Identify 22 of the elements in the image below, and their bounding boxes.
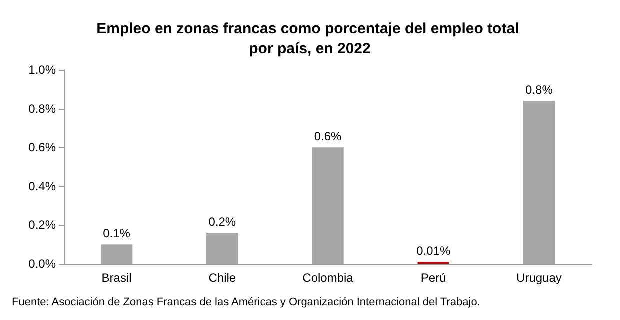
- x-tick-label: Chile: [208, 271, 236, 285]
- bar: [523, 101, 556, 264]
- bar: [206, 232, 238, 264]
- data-label: 0.8%: [526, 83, 554, 98]
- y-tick-label: 1.0%: [28, 63, 56, 77]
- y-tick-label: 0.0%: [28, 257, 56, 271]
- source-note: Fuente: Asociación de Zonas Francas de las Américas y Organización Internacional del Trabajo.: [12, 296, 480, 308]
- chart-title: Empleo en zonas francas como porcentaje del empleo total por país, en 2022: [96, 20, 524, 58]
- x-tick-label: Colombia: [302, 271, 354, 285]
- x-tick-label: Uruguay: [516, 271, 562, 285]
- data-label: 0.01%: [416, 244, 451, 258]
- x-tick-label: Brasil: [102, 271, 132, 285]
- data-label: 0.2%: [208, 214, 236, 229]
- y-tick-label: 0.2%: [28, 218, 56, 232]
- data-label: 0.1%: [103, 226, 131, 241]
- y-tick-label: 0.8%: [28, 102, 56, 116]
- y-tick-label: 0.6%: [28, 140, 56, 155]
- bar: [312, 148, 344, 264]
- x-tick-label: Perú: [420, 271, 446, 285]
- bar: [100, 244, 133, 264]
- data-label: 0.6%: [314, 130, 342, 144]
- y-tick-label: 0.4%: [28, 179, 56, 194]
